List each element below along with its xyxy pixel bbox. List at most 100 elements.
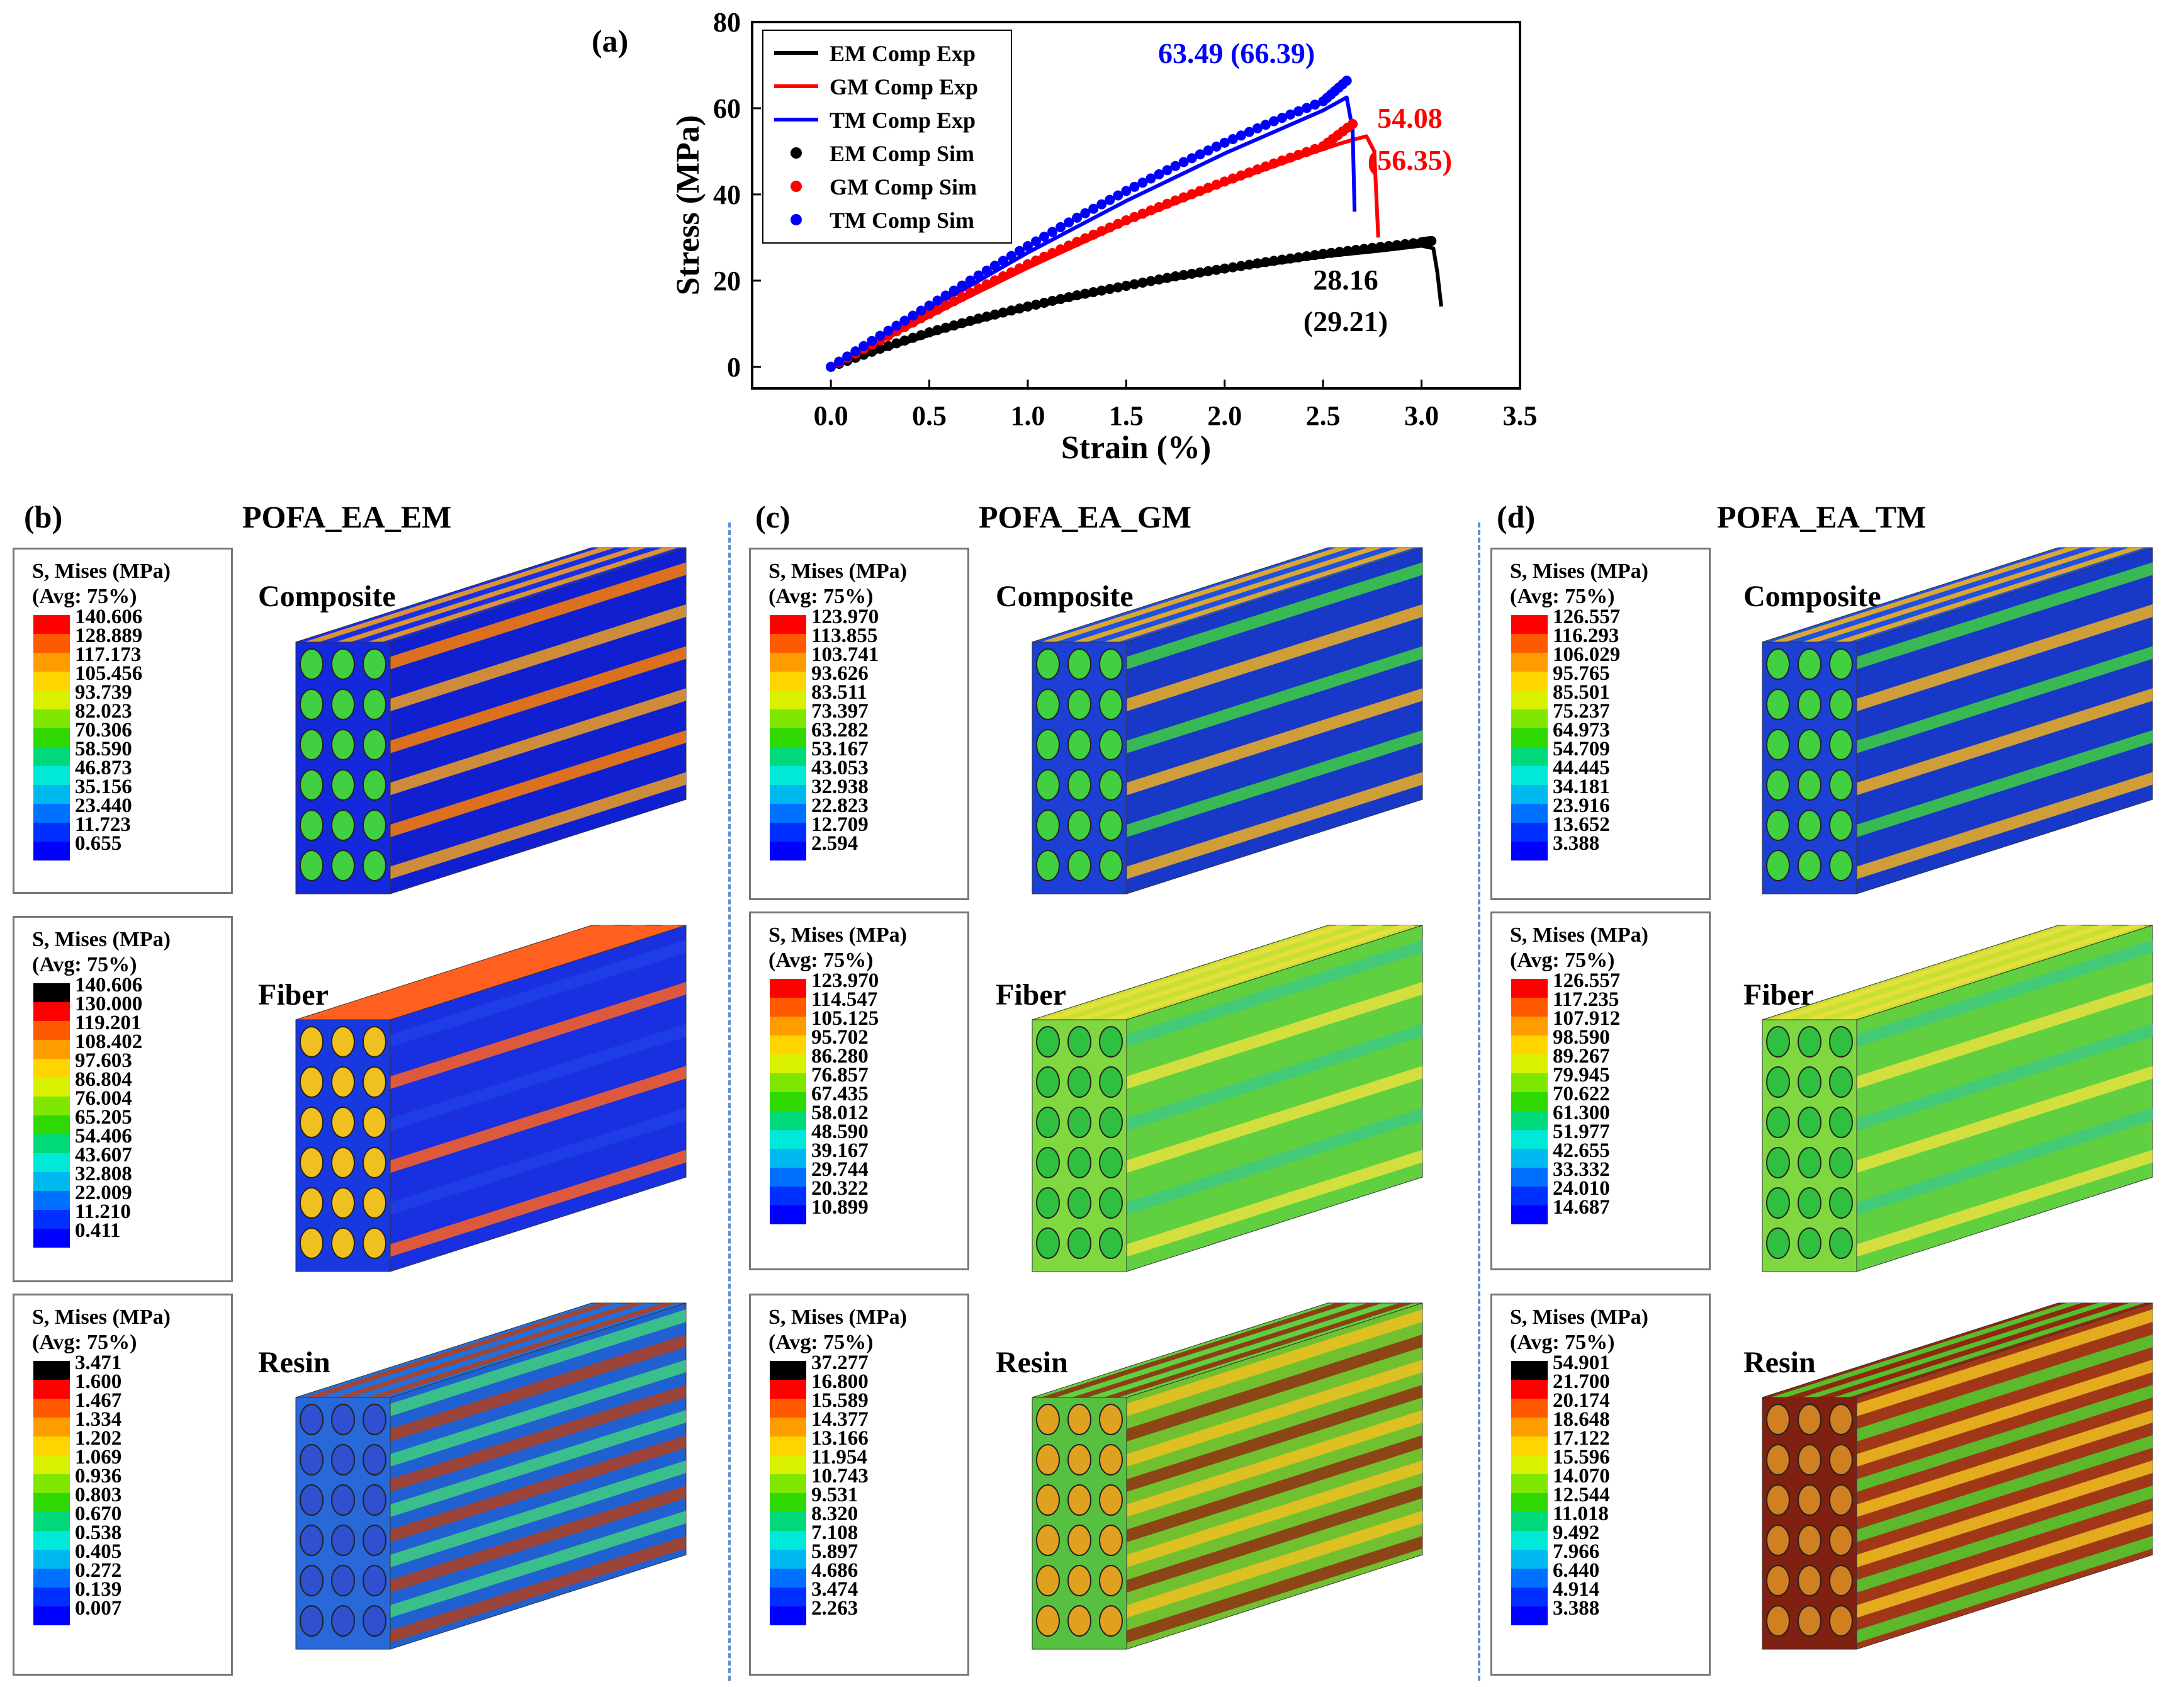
legend-values: 54.901 21.700 20.174 18.648 17.122 15.596 14.0…	[1553, 1353, 1610, 1619]
data-point	[1195, 149, 1205, 160]
legend-color-swatch	[770, 998, 806, 1017]
annotation-gm-peak: 54.08	[1377, 102, 1443, 134]
data-point	[1310, 99, 1320, 110]
fem-stripe	[1127, 1536, 1422, 1643]
data-point	[1203, 183, 1213, 193]
legend-color-bar	[33, 983, 70, 1248]
fem-fiber-end	[300, 810, 324, 841]
legend-color-swatch	[770, 634, 806, 653]
data-point	[1137, 278, 1148, 288]
data-point	[1383, 240, 1394, 251]
legend-color-swatch	[770, 766, 806, 785]
data-point	[899, 315, 910, 326]
legend-value: 86.280	[811, 1045, 869, 1068]
data-point	[1244, 259, 1254, 270]
fem-composite-c	[1032, 547, 1423, 894]
legend-color-swatch	[770, 1130, 806, 1149]
legend-value: 34.181	[1553, 776, 1610, 798]
data-point	[1219, 176, 1230, 187]
data-point	[883, 325, 894, 336]
legend-swatch-tm-sim	[791, 214, 802, 225]
fem-fiber-end	[363, 1187, 386, 1219]
legend-value: 6.440	[1553, 1559, 1600, 1582]
fem-stripe	[1072, 925, 1383, 1020]
data-point	[1203, 266, 1213, 276]
data-point	[932, 325, 943, 336]
fem-fiber-end	[1829, 1605, 1853, 1637]
legend-color-swatch	[770, 1550, 806, 1569]
fem-fiber-end	[1829, 689, 1853, 720]
legend-value: 98.590	[1553, 1026, 1610, 1049]
legend-subtitle: (Avg: 75%)	[1510, 585, 1615, 608]
fem-stripe	[304, 925, 615, 1020]
legend-value: 76.004	[75, 1087, 132, 1110]
legend-color-bar	[770, 615, 806, 860]
fem-block	[1032, 1302, 1423, 1650]
fem-stripe	[1857, 772, 2153, 879]
data-point	[1039, 231, 1050, 242]
legend-color-swatch	[770, 1361, 806, 1380]
legend-color-swatch	[33, 1134, 70, 1153]
fem-fiber-end	[300, 729, 324, 760]
data-point	[998, 256, 1008, 266]
fem-fiber-end	[1099, 1227, 1123, 1259]
fem-fiber-end	[331, 1227, 355, 1259]
contour-legend-c-composite: S, Mises (MPa) (Avg: 75%) 123.970 113.855 10…	[749, 548, 969, 900]
legend-title: S, Mises (MPa)	[32, 928, 171, 951]
fem-resin-c	[1032, 1302, 1423, 1650]
data-point	[1227, 134, 1238, 145]
fem-stripe	[390, 604, 686, 711]
fem-stripe	[304, 548, 615, 642]
fem-fiber-end	[1036, 769, 1060, 801]
legend-value: 76.857	[811, 1064, 869, 1086]
legend-value: 11.723	[75, 813, 131, 836]
data-point	[1137, 208, 1148, 219]
legend-color-swatch	[770, 1474, 806, 1493]
legend-value: 0.272	[75, 1559, 122, 1582]
fem-fiber-end	[1067, 850, 1091, 881]
fem-fiber-end	[1067, 1404, 1091, 1435]
fem-fiber-end	[1036, 810, 1060, 841]
fem-fiber-end	[1036, 1026, 1060, 1058]
legend-value: 22.823	[811, 794, 869, 817]
legend-color-bar	[770, 1361, 806, 1625]
fem-fiber-end	[1798, 810, 1821, 841]
legend-color-swatch	[1511, 634, 1548, 653]
legend-value: 14.070	[1553, 1465, 1610, 1487]
contour-legend-b-resin: S, Mises (MPa) (Avg: 75%) 3.471 1.600 1.467 1…	[13, 1294, 233, 1676]
data-point	[1260, 120, 1271, 130]
data-point	[826, 361, 836, 372]
y-tick-label: 60	[713, 93, 741, 124]
fem-fiber-end	[1798, 1107, 1821, 1138]
legend-color-swatch	[1511, 1588, 1548, 1606]
data-point	[1236, 170, 1246, 181]
fem-stripe	[1127, 562, 1422, 670]
data-point	[908, 317, 918, 328]
fem-stripe	[390, 772, 686, 879]
data-point	[1426, 235, 1437, 246]
data-point	[1162, 273, 1173, 283]
fem-fiber-end	[1036, 1525, 1060, 1556]
data-point	[1293, 149, 1304, 160]
legend-color-swatch	[33, 1040, 70, 1059]
fem-fiber-end	[331, 1605, 355, 1637]
legend-value: 65.205	[75, 1106, 132, 1129]
legend-value: 12.544	[1553, 1484, 1610, 1506]
fem-fiber-end	[331, 1026, 355, 1058]
legend-values: 3.471 1.600 1.467 1.334 1.202 1.069 0.936 0.803…	[75, 1353, 122, 1619]
fem-fiber-b	[295, 925, 687, 1272]
fem-fiber-end	[331, 1187, 355, 1219]
data-point	[1047, 248, 1058, 259]
fem-stripe	[1770, 1303, 2081, 1397]
legend-color-swatch	[770, 1168, 806, 1187]
fem-stripe	[1127, 1385, 1422, 1492]
data-point	[1080, 288, 1091, 299]
fem-stripe	[390, 688, 686, 796]
fem-fiber-end	[331, 1107, 355, 1138]
legend-color-swatch	[33, 804, 70, 823]
data-point	[989, 309, 1000, 320]
legend-color-swatch	[1511, 1168, 1548, 1187]
fem-fiber-end	[300, 1565, 324, 1596]
data-point	[932, 295, 943, 306]
legend-value: 53.167	[811, 738, 869, 760]
